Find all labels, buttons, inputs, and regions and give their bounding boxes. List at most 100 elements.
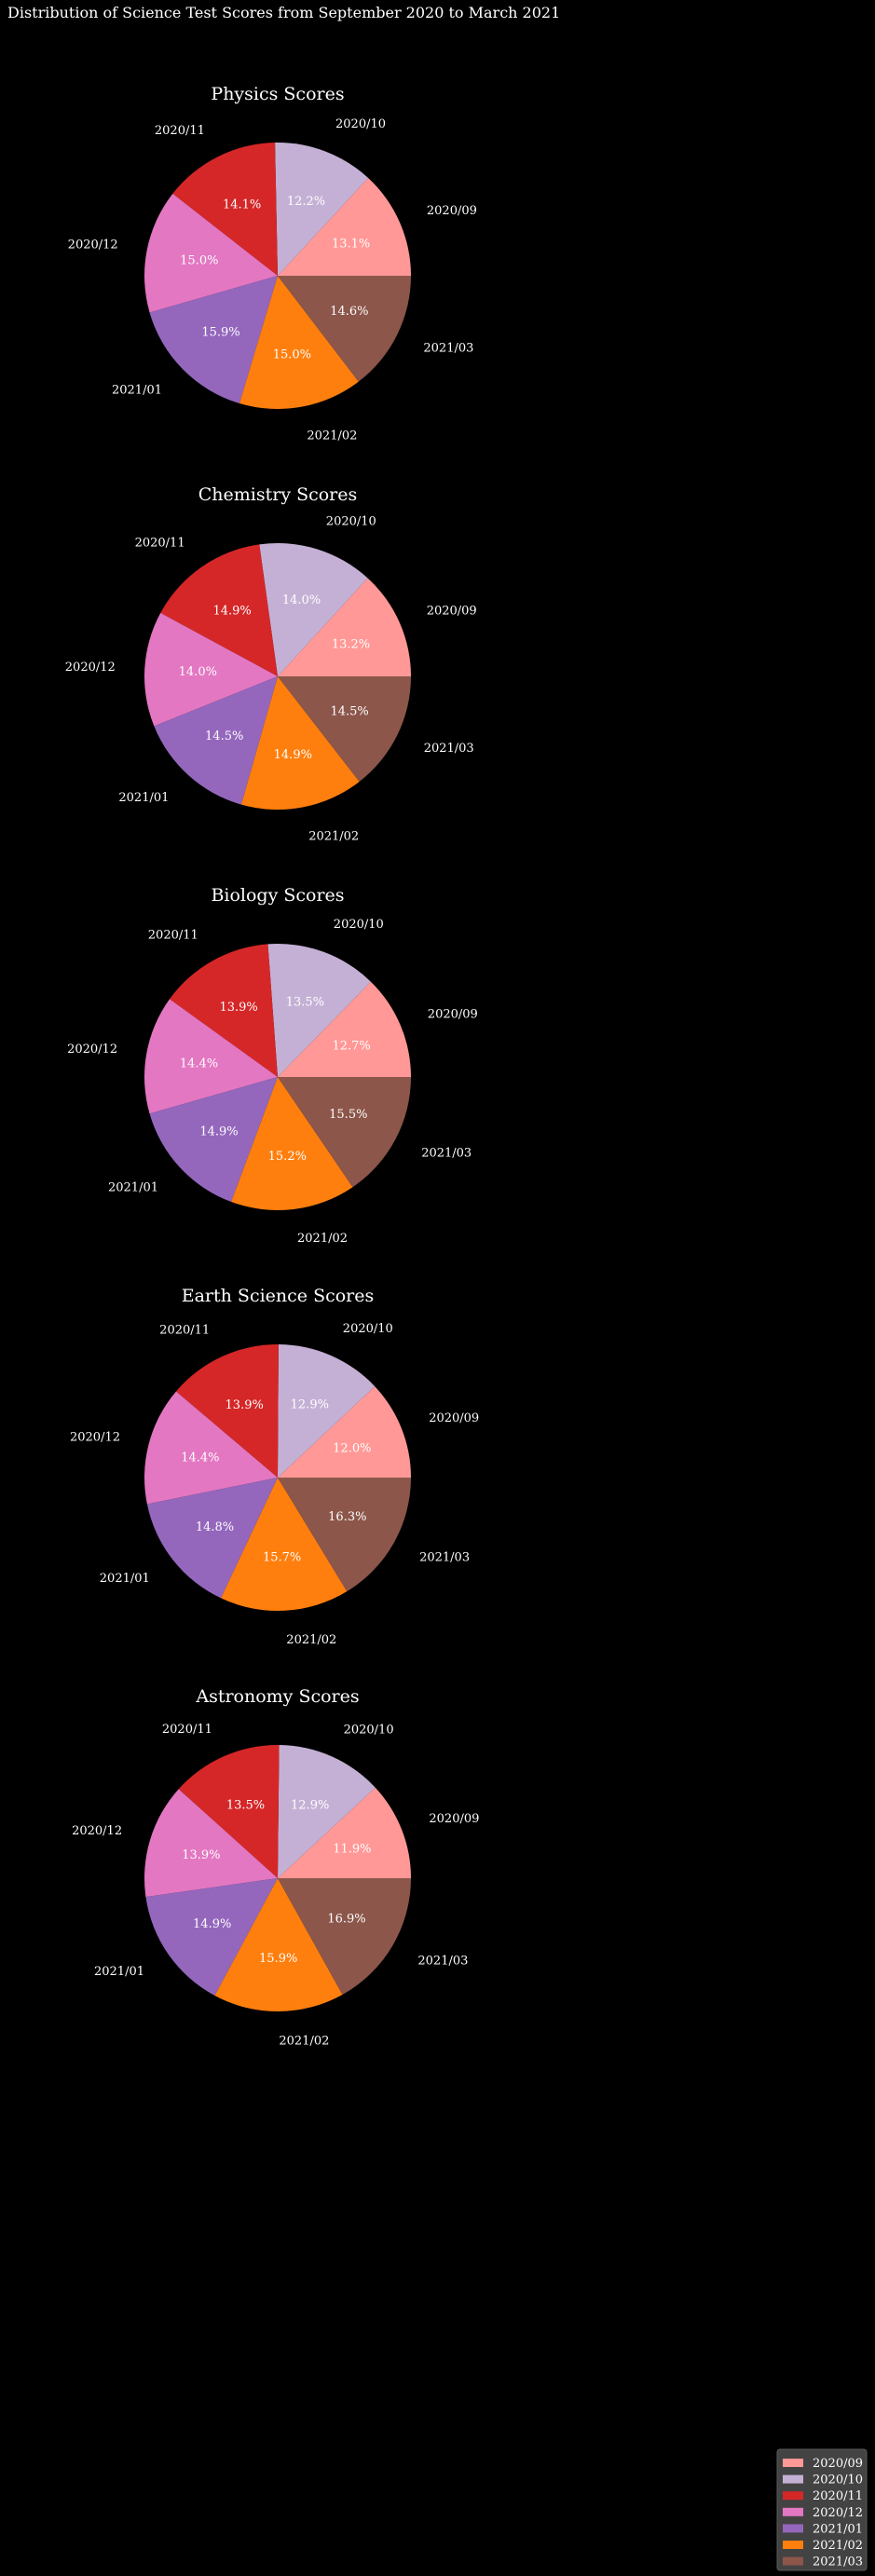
slice-percent-label: 16.3% [328,1510,366,1524]
slice-percent-label: 15.7% [263,1551,301,1565]
slice-label: 2020/11 [162,1723,212,1737]
pie-slice-2020-11 [160,544,278,676]
slice-label: 2020/09 [427,204,477,218]
slice-percent-label: 12.9% [291,1799,329,1813]
slice-percent-label: 14.9% [274,748,312,762]
slice-label: 2021/01 [94,1965,144,1979]
slice-label: 2020/12 [72,1824,122,1838]
pie-slice-2020-10 [278,1745,376,1878]
slice-percent-label: 15.9% [259,1952,297,1966]
pie-chart-chemistry-scores: Chemistry Scores 2020/09 13.2% 2020/10 14.0%… [65,484,477,843]
pie-title: Biology Scores [211,885,344,906]
slice-percent-label: 14.9% [199,1124,238,1138]
slice-label: 2021/03 [417,1954,468,1968]
pie-slice-2020-11 [178,1745,280,1878]
slice-percent-label: 14.0% [282,593,321,607]
pie-chart-physics-scores: Physics Scores 2020/09 13.1% 2020/10 12.2% 20… [68,84,477,443]
slice-label: 2020/12 [67,1043,117,1056]
slice-label: 2021/03 [419,1551,470,1565]
slice-percent-label: 12.2% [287,195,325,209]
slice-percent-label: 14.6% [330,305,368,319]
pie-slice-2020-10 [267,944,371,1077]
pie-slice-2020-09 [278,981,411,1077]
legend-label: 2021/01 [813,2522,863,2536]
slice-label: 2020/09 [429,1411,479,1425]
pie-slice-2020-12 [144,999,278,1114]
slice-label: 2020/10 [326,514,376,528]
legend-label: 2020/10 [813,2474,863,2487]
pie-title: Earth Science Scores [182,1286,375,1306]
pie-slice-2020-11 [169,944,278,1077]
slice-label: 2021/01 [112,384,162,398]
slice-percent-label: 15.0% [180,254,218,268]
figure-title: Distribution of Science Test Scores from… [7,4,560,21]
slice-label: 2021/02 [308,829,359,843]
slice-percent-label: 14.1% [223,198,261,211]
slice-percent-label: 12.0% [333,1441,371,1455]
legend-swatch-2021-01 [783,2524,803,2533]
slice-label: 2020/10 [343,1322,393,1336]
legend-label: 2021/03 [813,2556,863,2569]
slice-label: 2020/09 [427,605,477,619]
pie-slice-2020-12 [144,1789,278,1898]
pie-charts-group: Physics Scores 2020/09 13.1% 2020/10 12.2% 20… [65,84,480,2049]
pie-slice-2021-01 [145,1878,278,1997]
slice-percent-label: 13.2% [332,637,370,651]
pie-slice-2020-09 [278,1787,411,1878]
slice-percent-label: 13.1% [332,238,370,252]
legend-swatch-2021-02 [783,2541,803,2549]
pie-chart-astronomy-scores: Astronomy Scores 2020/09 11.9% 2020/10 12.9%… [72,1686,479,2049]
slice-percent-label: 12.7% [332,1040,370,1054]
legend-swatch-2020-09 [783,2459,803,2467]
slice-label: 2020/12 [70,1431,120,1445]
slice-percent-label: 14.9% [212,605,251,619]
legend-swatch-2020-10 [783,2474,803,2484]
pie-slice-2021-03 [278,276,411,382]
legend-label: 2021/02 [813,2539,863,2553]
slice-label: 2020/10 [334,918,384,932]
slice-label: 2020/12 [68,239,118,252]
pie-title: Chemistry Scores [198,484,358,505]
pie-slice-2021-01 [149,1077,278,1203]
pie-chart-earth-science-scores: Earth Science Scores 2020/09 12.0% 2020/10 1… [70,1286,479,1647]
pie-slice-2021-02 [239,276,359,409]
slice-label: 2021/02 [307,429,357,443]
pie-slice-2020-10 [259,542,368,676]
slice-percent-label: 15.2% [268,1150,307,1164]
slice-percent-label: 14.5% [330,705,368,719]
pie-slice-2020-12 [144,193,278,313]
slice-label: 2020/12 [65,661,116,675]
pie-slice-2021-03 [278,1077,411,1188]
pie-slice-2021-03 [278,1878,411,1995]
pie-slice-2021-03 [278,676,411,782]
slice-percent-label: 12.9% [291,1397,329,1411]
slice-percent-label: 14.0% [179,665,217,679]
slice-percent-label: 13.5% [286,995,324,1009]
slice-percent-label: 13.9% [182,1848,220,1862]
slice-percent-label: 14.8% [196,1520,234,1534]
pie-slice-2021-03 [278,1478,411,1592]
slice-label: 2020/09 [429,1812,479,1826]
slice-percent-label: 13.9% [219,1001,257,1015]
slice-percent-label: 13.9% [226,1398,264,1412]
pie-slice-2021-02 [231,1077,353,1210]
pie-slice-2020-12 [144,1391,278,1505]
slice-percent-label: 14.4% [180,1056,218,1070]
pie-slice-2021-02 [221,1478,348,1611]
slice-percent-label: 11.9% [333,1843,371,1857]
pie-title: Physics Scores [211,84,344,104]
slice-label: 2021/02 [297,1232,348,1246]
slice-label: 2020/10 [335,117,386,131]
slice-label: 2021/03 [423,341,473,355]
legend-label: 2020/12 [813,2506,863,2520]
slice-label: 2020/11 [159,1324,210,1338]
slice-percent-label: 16.9% [327,1913,365,1927]
pie-slice-2020-10 [278,1344,376,1478]
slice-label: 2021/01 [108,1181,158,1195]
slice-label: 2020/11 [135,537,185,551]
pie-slice-2020-11 [172,143,278,276]
slice-label: 2021/03 [421,1147,472,1161]
slice-percent-label: 15.0% [273,348,311,361]
pie-chart-biology-scores: Biology Scores 2020/09 12.7% 2020/10 13.5% 20… [67,885,478,1246]
legend-swatch-2020-11 [783,2491,803,2501]
